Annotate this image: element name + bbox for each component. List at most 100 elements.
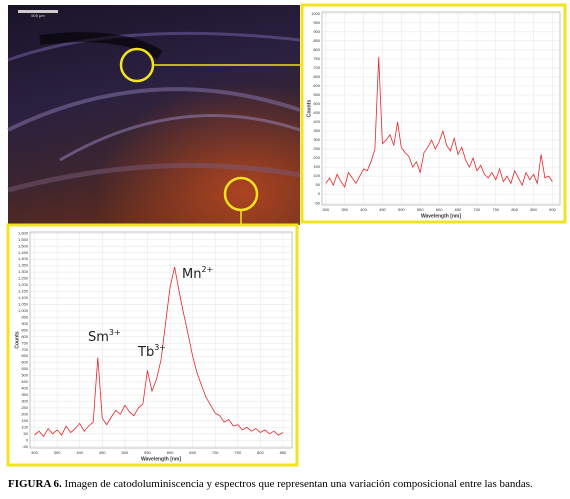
y-tick-label: 0 — [26, 437, 29, 442]
y-tick-label: 800 — [21, 334, 28, 339]
y-tick-label: 950 — [21, 314, 28, 319]
y-tick-label: 1,600 — [18, 230, 29, 235]
y-tick-label: 950 — [313, 20, 320, 25]
x-tick-label: 500 — [122, 450, 129, 455]
x-tick-label: 400 — [76, 450, 83, 455]
y-tick-label: 850 — [313, 38, 320, 43]
x-tick-label: 300 — [31, 450, 38, 455]
y-tick-label: 400 — [313, 119, 320, 124]
x-tick-label: 750 — [492, 207, 499, 212]
x-tick-label: 850 — [530, 207, 537, 212]
y-tick-label: 100 — [313, 173, 320, 178]
x-tick-label: 800 — [257, 450, 264, 455]
x-tick-label: 750 — [234, 450, 241, 455]
y-tick-label: 1,300 — [18, 269, 29, 274]
x-tick-label: 800 — [511, 207, 518, 212]
y-tick-label: 600 — [21, 360, 28, 365]
y-axis-title: Counts — [14, 331, 20, 348]
plot-area — [29, 231, 293, 449]
x-tick-label: 400 — [360, 207, 367, 212]
y-tick-label: 550 — [21, 366, 28, 371]
x-tick-label: 600 — [436, 207, 443, 212]
y-tick-label: 200 — [313, 155, 320, 160]
y-tick-label: 0 — [318, 191, 321, 196]
annotation: Tb3+ — [137, 343, 166, 360]
band — [39, 32, 163, 60]
annotation: Sm3+ — [88, 328, 121, 345]
y-tick-label: 250 — [313, 146, 320, 151]
y-tick-label: -50 — [314, 200, 321, 205]
y-tick-label: 1000 — [311, 11, 321, 16]
band — [7, 162, 301, 193]
y-tick-label: 150 — [313, 164, 320, 169]
x-tick-label: 550 — [144, 450, 151, 455]
x-tick-label: 600 — [167, 450, 174, 455]
spectrum-line — [325, 57, 553, 188]
caption: FIGURA 6. Imagen de catodoluminiscencia … — [8, 478, 533, 490]
y-tick-label: 1,500 — [18, 243, 29, 248]
scale-label: 500 µm — [31, 13, 45, 18]
y-tick-label: 650 — [313, 74, 320, 79]
x-tick-label: 500 — [398, 207, 405, 212]
y-tick-label: 750 — [313, 56, 320, 61]
x-axis-title: Wavelength [nm] — [421, 213, 461, 219]
y-tick-label: 500 — [21, 373, 28, 378]
x-axis-title: Wavelength [nm] — [141, 456, 181, 462]
y-tick-label: 800 — [313, 47, 320, 52]
y-tick-label: 1,100 — [18, 295, 29, 300]
y-tick-label: 900 — [21, 321, 28, 326]
y-tick-label: 50 — [316, 182, 321, 187]
band — [7, 31, 301, 62]
y-tick-label: 1,250 — [18, 276, 29, 281]
y-tick-label: 450 — [21, 379, 28, 384]
x-tick-label: 300 — [322, 207, 329, 212]
y-tick-label: 100 — [21, 424, 28, 429]
x-tick-label: 450 — [99, 450, 106, 455]
y-tick-label: 350 — [21, 392, 28, 397]
y-tick-label: 550 — [313, 92, 320, 97]
y-tick-label: 300 — [21, 398, 28, 403]
y-tick-label: 150 — [21, 418, 28, 423]
y-axis-title: Counts — [306, 100, 312, 117]
band — [7, 87, 301, 132]
y-tick-label: 1,550 — [18, 237, 29, 242]
y-tick-label: 1,400 — [18, 256, 29, 261]
x-tick-label: 850 — [280, 450, 287, 455]
spectrum-line — [34, 266, 284, 438]
y-tick-label: 1,150 — [18, 289, 29, 294]
y-tick-label: 500 — [313, 101, 320, 106]
y-tick-label: 1,000 — [18, 308, 29, 313]
y-tick-label: 1,450 — [18, 250, 29, 255]
y-tick-label: 450 — [313, 110, 320, 115]
y-tick-label: 750 — [21, 340, 28, 345]
y-tick-label: 850 — [21, 327, 28, 332]
y-tick-label: 700 — [21, 347, 28, 352]
photo: 500 µm — [7, 5, 302, 225]
x-tick-label: 350 — [341, 207, 348, 212]
y-tick-label: 250 — [21, 405, 28, 410]
y-tick-label: 1,050 — [18, 301, 29, 306]
y-tick-label: 350 — [313, 128, 320, 133]
y-tick-label: 300 — [313, 137, 320, 142]
x-tick-label: 350 — [54, 450, 61, 455]
x-tick-label: 700 — [474, 207, 481, 212]
y-tick-label: 50 — [24, 431, 29, 436]
x-tick-label: 450 — [379, 207, 386, 212]
x-tick-label: 700 — [212, 450, 219, 455]
y-tick-label: 1,200 — [18, 282, 29, 287]
annotation: Mn2+ — [182, 265, 213, 282]
y-tick-label: 400 — [21, 386, 28, 391]
x-tick-label: 550 — [417, 207, 424, 212]
band — [59, 113, 301, 162]
x-tick-label: 900 — [549, 207, 556, 212]
y-tick-label: 600 — [313, 83, 320, 88]
y-tick-label: -50 — [22, 444, 29, 449]
x-tick-label: 650 — [455, 207, 462, 212]
y-tick-label: 650 — [21, 353, 28, 358]
y-tick-label: 700 — [313, 65, 320, 70]
x-tick-label: 650 — [189, 450, 196, 455]
y-tick-label: 200 — [21, 411, 28, 416]
y-tick-label: 1,350 — [18, 263, 29, 268]
scale-bar — [18, 10, 58, 13]
